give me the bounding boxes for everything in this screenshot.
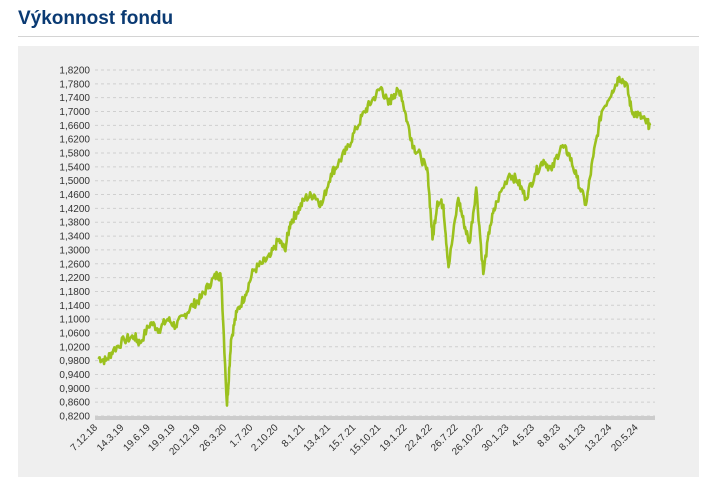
y-tick-label: 1,1800	[59, 287, 90, 298]
x-tick-label: 30.1.23	[480, 422, 512, 454]
y-tick-label: 0,9000	[59, 384, 90, 395]
x-tick-label: 2.10.20	[249, 422, 281, 454]
performance-chart: 1,8200 1,7800 1,7400 1,7000 1,6600 1,6200 1,58…	[59, 66, 655, 458]
chart-panel: 1,8200 1,7800 1,7400 1,7000 1,6600 1,6200 1,58…	[18, 46, 699, 477]
x-axis-line	[95, 416, 655, 420]
y-tick-label: 1,0600	[59, 328, 90, 339]
y-tick-label: 1,7000	[59, 107, 90, 118]
x-tick-label: 8.11.23	[557, 422, 588, 453]
page-title: Výkonnost fondu	[18, 8, 174, 29]
y-tick-label: 1,4600	[59, 190, 90, 201]
x-tick-label: 4.5.23	[510, 422, 538, 450]
y-tick-label: 1,8200	[59, 66, 90, 77]
y-tick-label: 1,7400	[59, 93, 90, 104]
y-tick-label: 1,2600	[59, 259, 90, 270]
x-tick-label: 26.3.20	[198, 422, 230, 454]
x-tick-label: 14.3.19	[95, 422, 127, 454]
y-tick-label: 1,3000	[59, 245, 90, 256]
x-tick-label: 13.2.24	[583, 422, 615, 454]
y-tick-label: 1,6200	[59, 135, 90, 146]
y-tick-label: 1,1000	[59, 315, 90, 326]
y-tick-label: 1,7800	[59, 79, 90, 90]
y-tick-label: 0,9400	[59, 370, 90, 381]
y-tick-label: 0,9800	[59, 356, 90, 367]
y-tick-label: 1,1400	[59, 301, 90, 312]
grid-layer	[95, 69, 655, 417]
axis-layer: 1,8200 1,7800 1,7400 1,7000 1,6600 1,6200 1,58…	[59, 66, 655, 458]
series-layer	[97, 75, 652, 407]
y-tick-label: 1,4200	[59, 204, 90, 215]
y-tick-label: 1,3400	[59, 232, 90, 243]
y-tick-label: 1,3800	[59, 218, 90, 229]
y-tick-label: 1,5800	[59, 149, 90, 160]
x-tick-label: 22.4.22	[403, 422, 435, 454]
y-tick-label: 0,8600	[59, 398, 90, 409]
y-tick-label: 1,0200	[59, 342, 90, 353]
y-tick-label: 1,2200	[59, 273, 90, 284]
x-tick-label: 20.5.24	[609, 422, 641, 454]
y-tick-label: 1,6600	[59, 121, 90, 132]
title-divider	[18, 36, 699, 37]
y-tick-label: 1,5000	[59, 176, 90, 187]
y-tick-label: 1,5400	[59, 162, 90, 173]
x-tick-label: 7.12.18	[69, 422, 101, 454]
y-tick-label: 0,8200	[59, 412, 90, 423]
fund-performance-line	[97, 75, 652, 407]
